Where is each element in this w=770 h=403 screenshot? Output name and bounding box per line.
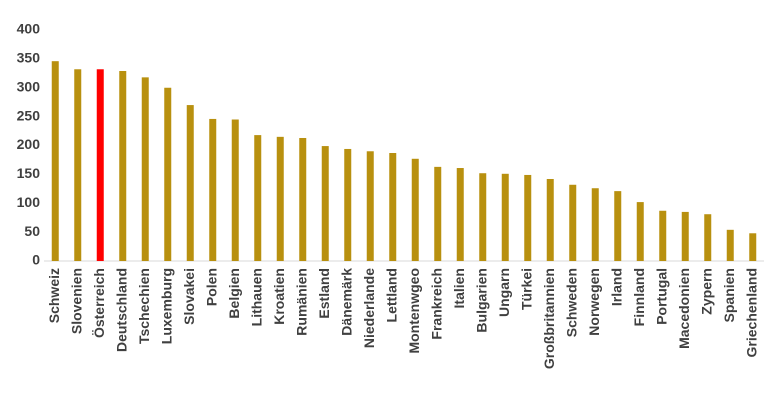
bar bbox=[659, 210, 667, 261]
x-tick-label: Tschechien bbox=[136, 268, 152, 344]
bar bbox=[569, 184, 577, 261]
x-tick-label: Italien bbox=[451, 268, 467, 308]
x-tick-label: Belgien bbox=[226, 268, 242, 319]
bar bbox=[276, 136, 284, 261]
x-tick-label: Lithauen bbox=[248, 268, 264, 326]
bar bbox=[141, 77, 149, 261]
bar bbox=[456, 168, 464, 261]
bar bbox=[726, 229, 734, 261]
bar bbox=[186, 105, 194, 261]
x-tick-label: Türkei bbox=[518, 268, 534, 310]
x-tick-label: Slovakei bbox=[181, 268, 197, 325]
y-tick-label: 200 bbox=[17, 136, 41, 152]
x-tick-label: Macedonien bbox=[676, 268, 692, 349]
bar bbox=[299, 137, 307, 261]
x-tick-label: Niederlande bbox=[361, 268, 377, 348]
bar bbox=[501, 173, 509, 261]
x-tick-label: Schweden bbox=[563, 268, 579, 337]
bar bbox=[96, 69, 104, 262]
bar bbox=[74, 69, 82, 262]
bar bbox=[389, 153, 397, 261]
x-tick-label: Spanien bbox=[721, 268, 737, 322]
bar bbox=[479, 173, 487, 261]
x-tick-label: Dänemärk bbox=[338, 268, 354, 336]
bar bbox=[164, 87, 172, 261]
bar bbox=[51, 61, 59, 262]
y-tick-label: 400 bbox=[17, 21, 41, 37]
x-tick-label: Frankreich bbox=[428, 268, 444, 340]
x-tick-label: Großbritannien bbox=[541, 268, 557, 369]
x-tick-label: Griechenland bbox=[743, 268, 759, 357]
bar bbox=[411, 158, 419, 261]
x-tick-label: Deutschland bbox=[113, 268, 129, 352]
x-tick-label: Bulgarien bbox=[473, 268, 489, 333]
bar bbox=[614, 191, 622, 261]
bar bbox=[636, 202, 644, 261]
x-tick-label: Österreich bbox=[91, 268, 107, 338]
x-tick-label: Ungarn bbox=[496, 268, 512, 317]
x-tick-label: Finnland bbox=[631, 268, 647, 326]
y-tick-label: 0 bbox=[32, 252, 40, 268]
x-tick-label: Zypern bbox=[698, 268, 714, 315]
y-tick-label: 250 bbox=[17, 107, 41, 123]
bar bbox=[321, 146, 329, 261]
bar bbox=[546, 178, 554, 261]
x-tick-label: Norwegen bbox=[586, 268, 602, 336]
bar bbox=[681, 211, 689, 261]
x-tick-label: Irland bbox=[608, 268, 624, 306]
bar bbox=[209, 118, 217, 261]
bar bbox=[749, 233, 757, 261]
y-tick-label: 350 bbox=[17, 50, 41, 66]
bar bbox=[524, 174, 532, 261]
bar bbox=[119, 71, 127, 261]
x-tick-label: Schweiz bbox=[46, 268, 62, 323]
x-tick-label: Montenwgeo bbox=[406, 268, 422, 354]
bar bbox=[434, 166, 442, 261]
x-tick-label: Lettland bbox=[383, 268, 399, 322]
x-tick-label: Polen bbox=[203, 268, 219, 306]
y-tick-label: 50 bbox=[24, 223, 40, 239]
x-tick-label: Estland bbox=[316, 268, 332, 319]
bar bbox=[591, 188, 599, 261]
x-tick-label: Kroatien bbox=[271, 268, 287, 325]
y-tick-label: 150 bbox=[17, 165, 41, 181]
bar bbox=[254, 135, 262, 261]
x-tick-label: Slovenien bbox=[68, 268, 84, 334]
bar bbox=[366, 151, 374, 261]
y-tick-label: 300 bbox=[17, 78, 41, 94]
bar bbox=[344, 148, 352, 261]
bar bbox=[231, 119, 239, 261]
x-tick-label: Luxemburg bbox=[158, 268, 174, 344]
bar bbox=[704, 214, 712, 261]
x-tick-label: Portugal bbox=[653, 268, 669, 325]
x-tick-label: Rumänien bbox=[293, 268, 309, 336]
y-tick-label: 100 bbox=[17, 194, 41, 210]
